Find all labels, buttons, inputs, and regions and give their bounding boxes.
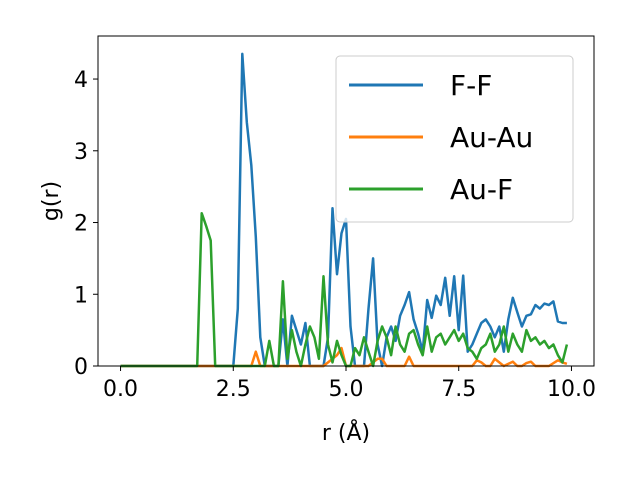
y-tick-label: 2 bbox=[74, 212, 88, 237]
legend-label-0: F-F bbox=[450, 69, 492, 102]
legend-label-1: Au-Au bbox=[450, 121, 533, 154]
y-tick-label: 0 bbox=[74, 355, 88, 380]
x-tick-label: 0.0 bbox=[103, 377, 138, 402]
x-axis: 0.0 2.5 5.0 7.5 10.0 bbox=[103, 366, 596, 402]
x-tick-label: 10.0 bbox=[547, 377, 596, 402]
x-tick-label: 2.5 bbox=[216, 377, 251, 402]
y-axis: 0 1 2 3 4 bbox=[74, 68, 98, 380]
legend-box bbox=[335, 55, 574, 223]
x-tick-label: 5.0 bbox=[329, 377, 364, 402]
y-tick-label: 4 bbox=[74, 68, 88, 93]
legend-label-2: Au-F bbox=[450, 173, 513, 206]
y-tick-label: 1 bbox=[74, 283, 88, 308]
x-tick-label: 7.5 bbox=[441, 377, 476, 402]
y-axis-label: g(r) bbox=[39, 181, 64, 221]
legend: F-F Au-Au Au-F bbox=[335, 55, 574, 223]
y-tick-label: 3 bbox=[74, 140, 88, 165]
x-axis-label: r (Å) bbox=[322, 419, 370, 446]
